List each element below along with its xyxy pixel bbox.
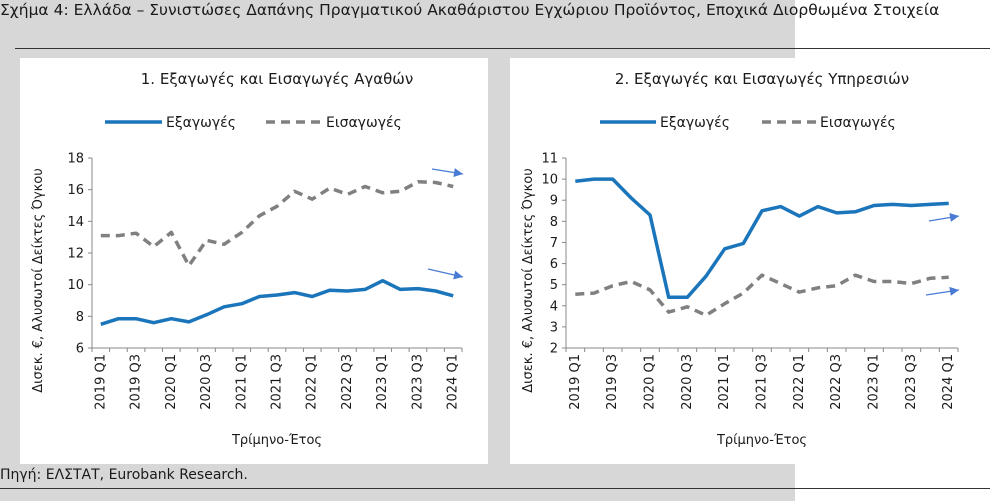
y-axis-title: Δισεκ. €, Αλυσωτοί Δείκτες Όγκου [521, 168, 536, 393]
goods-chart: 1. Εξαγωγές και Εισαγωγές Αγαθών Εξαγωγές… [31, 70, 464, 448]
legend-label-imports: Εισαγωγές [326, 115, 402, 131]
x-tick-label: 2019 Q3 [129, 354, 144, 410]
x-tick-label: 2022 Q1 [792, 354, 807, 410]
x-tick-label: 2022 Q1 [305, 354, 320, 410]
y-tick-label: 5 [550, 278, 558, 293]
trend-arrow-head [949, 213, 959, 222]
y-tick-label: 8 [76, 310, 84, 325]
series-line-imports [100, 180, 454, 268]
trend-arrow-head [453, 270, 463, 280]
y-tick-label: 12 [67, 247, 84, 262]
x-tick-label: 2023 Q1 [867, 354, 882, 410]
y-tick-label: 7 [550, 236, 558, 251]
x-tick-label: 2024 Q1 [941, 354, 956, 410]
series-line-imports [575, 273, 949, 318]
y-tick-label: 16 [67, 183, 84, 198]
services-chart-panel: 2. Εξαγωγές και Εισαγωγές Υπηρεσιών Εξαγω… [510, 58, 988, 464]
trend-arrow-head [949, 286, 959, 296]
trend-arrow-head [453, 168, 463, 177]
y-axis-title: Δισεκ. €, Αλυσωτοί Δείκτες Όγκου [31, 168, 46, 393]
bottom-rule [0, 488, 990, 489]
x-tick-label: 2024 Q1 [446, 354, 461, 410]
chart-title: 2. Εξαγωγές και Εισαγωγές Υπηρεσιών [615, 70, 909, 88]
x-tick-label: 2023 Q3 [904, 354, 919, 410]
x-tick-label: 2020 Q1 [643, 354, 658, 410]
x-axis-title: Τρίμηνο-Έτος [231, 433, 322, 448]
x-tick-label: 2021 Q1 [717, 354, 732, 410]
series-line-exports [100, 278, 454, 326]
y-tick-label: 10 [67, 278, 84, 293]
x-tick-label: 2021 Q3 [270, 354, 285, 410]
chart-title: 1. Εξαγωγές και Εισαγωγές Αγαθών [141, 70, 413, 88]
y-tick-label: 3 [550, 320, 558, 335]
y-tick-label: 8 [550, 215, 558, 230]
y-tick-label: 6 [76, 342, 84, 357]
y-tick-label: 9 [550, 194, 558, 209]
y-tick-label: 6 [550, 257, 558, 272]
y-tick-label: 18 [67, 152, 84, 167]
x-tick-label: 2022 Q3 [829, 354, 844, 410]
x-tick-label: 2023 Q1 [375, 354, 390, 410]
x-tick-label: 2021 Q1 [234, 354, 249, 410]
x-tick-label: 2021 Q3 [755, 354, 770, 410]
x-tick-label: 2020 Q3 [199, 354, 214, 410]
y-tick-label: 4 [550, 299, 558, 314]
x-tick-label: 2023 Q3 [410, 354, 425, 410]
x-tick-label: 2022 Q3 [340, 354, 355, 410]
top-rule [15, 48, 990, 49]
legend-label-exports: Εξαγωγές [660, 115, 730, 131]
x-axis-title: Τρίμηνο-Έτος [716, 433, 807, 448]
figure-title: Σχήμα 4: Ελλάδα – Συνιστώσες Δαπάνης Πρα… [0, 1, 940, 19]
x-tick-label: 2020 Q3 [680, 354, 695, 410]
series-line-exports [575, 177, 949, 300]
y-tick-label: 10 [541, 173, 558, 188]
x-tick-label: 2019 Q1 [568, 354, 583, 410]
y-tick-label: 11 [541, 152, 558, 167]
legend-label-exports: Εξαγωγές [166, 115, 236, 131]
y-tick-label: 2 [550, 342, 558, 357]
y-tick-label: 14 [67, 215, 84, 230]
source-note: Πηγή: ΕΛΣΤΑΤ, Eurobank Research. [0, 467, 248, 483]
goods-chart-panel: 1. Εξαγωγές και Εισαγωγές Αγαθών Εξαγωγές… [20, 58, 488, 464]
legend-label-imports: Εισαγωγές [820, 115, 896, 131]
x-tick-label: 2020 Q1 [164, 354, 179, 410]
x-tick-label: 2019 Q1 [93, 354, 108, 410]
x-tick-label: 2019 Q3 [605, 354, 620, 410]
services-chart: 2. Εξαγωγές και Εισαγωγές Υπηρεσιών Εξαγω… [521, 70, 960, 448]
